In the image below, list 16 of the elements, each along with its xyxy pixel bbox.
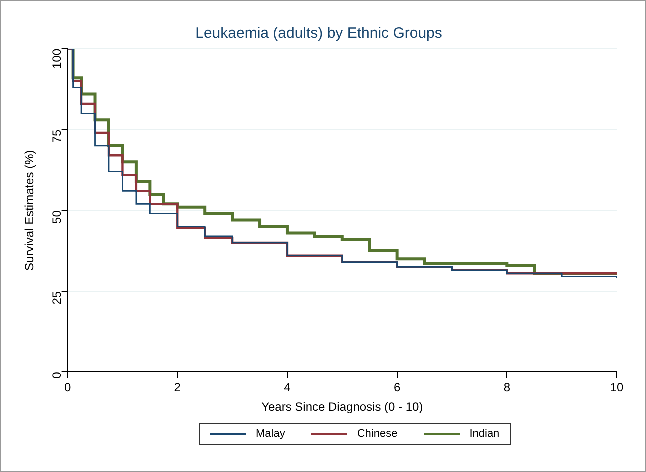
chart-title: Leukaemia (adults) by Ethnic Groups — [196, 25, 442, 42]
y-tick-label: 25 — [50, 291, 64, 305]
legend-label: Chinese — [356, 428, 398, 440]
y-tick-label: 0 — [50, 372, 64, 379]
x-tick-label: 2 — [174, 380, 182, 395]
x-axis-title: Years Since Diagnosis (0 - 10) — [262, 400, 424, 414]
y-tick-label: 100 — [50, 48, 64, 70]
x-tick-label: 4 — [284, 380, 292, 395]
y-axis-title: Survival Estimates (%) — [22, 150, 37, 271]
x-tick-label: 10 — [610, 380, 624, 395]
legend-label: Malay — [255, 428, 286, 440]
x-tick-label: 6 — [394, 380, 401, 395]
y-tick-label: 75 — [50, 129, 64, 144]
y-tick-label: 50 — [50, 210, 64, 224]
legend-label: Indian — [468, 428, 500, 440]
x-tick-label: 8 — [504, 380, 511, 395]
